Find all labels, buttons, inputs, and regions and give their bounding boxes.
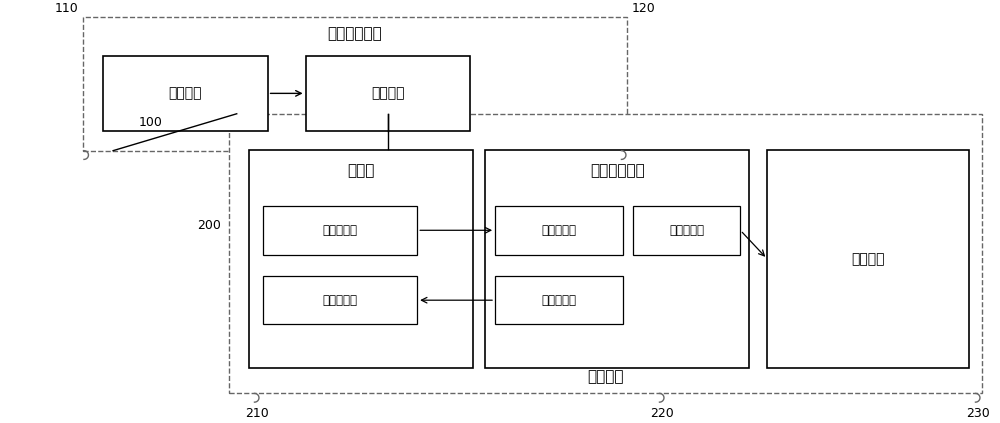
- Text: 120: 120: [632, 3, 655, 15]
- Bar: [103, 55, 268, 131]
- Text: 通道选择端: 通道选择端: [541, 224, 576, 237]
- Bar: [306, 55, 470, 131]
- Bar: [249, 150, 473, 368]
- Text: 220: 220: [650, 407, 674, 420]
- Bar: [495, 276, 623, 324]
- Bar: [767, 150, 969, 368]
- Text: 200: 200: [197, 219, 221, 232]
- Text: 电位输出端: 电位输出端: [322, 224, 357, 237]
- Bar: [485, 150, 749, 368]
- Bar: [633, 206, 740, 255]
- Text: 信号输出端: 信号输出端: [541, 294, 576, 307]
- Text: 直流稳压模块: 直流稳压模块: [328, 27, 382, 41]
- Text: 电源接口: 电源接口: [169, 86, 202, 100]
- Bar: [263, 206, 417, 255]
- Text: 单片机: 单片机: [347, 164, 375, 179]
- Bar: [229, 114, 982, 393]
- Text: 信号采样端: 信号采样端: [322, 294, 357, 307]
- Text: 100: 100: [139, 116, 163, 129]
- Text: 稳压单元: 稳压单元: [371, 86, 405, 100]
- Text: 110: 110: [54, 3, 78, 15]
- Bar: [263, 276, 417, 324]
- Text: 210: 210: [245, 407, 269, 420]
- Text: 230: 230: [966, 407, 990, 420]
- Text: 多路模拟开关: 多路模拟开关: [590, 164, 645, 179]
- Text: 测试接口: 测试接口: [851, 252, 885, 266]
- Text: 信号输入端: 信号输入端: [669, 224, 704, 237]
- Bar: [495, 206, 623, 255]
- Text: 检测模块: 检测模块: [587, 369, 623, 385]
- Bar: [83, 16, 627, 151]
